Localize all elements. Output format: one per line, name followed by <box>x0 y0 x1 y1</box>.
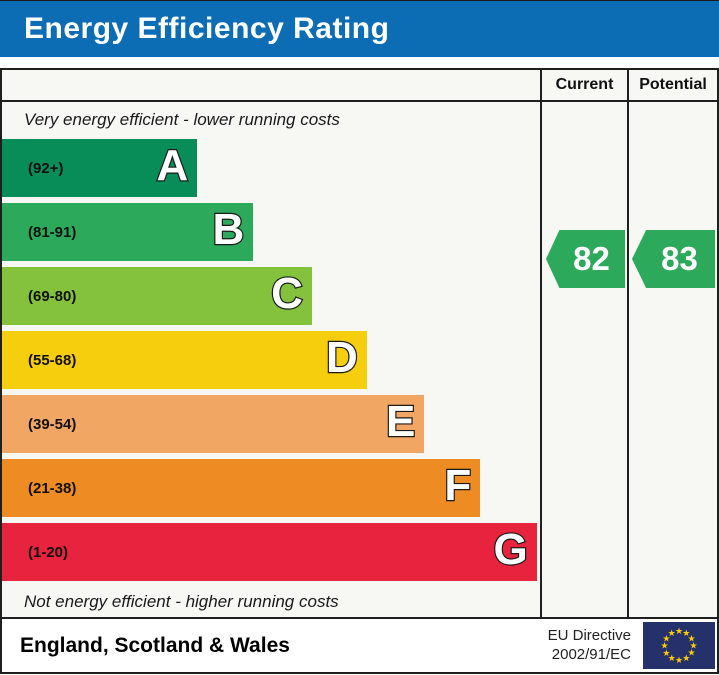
svg-text:★: ★ <box>689 641 697 651</box>
band-range-label: (21-38) <box>28 479 77 497</box>
band-letter: B <box>211 205 245 255</box>
band-letter: F <box>443 461 472 511</box>
band-row: (21-38) F <box>2 459 540 517</box>
rating-chart: Current Potential Very energy efficient … <box>0 68 719 617</box>
potential-rating-arrow: 83 <box>632 230 715 288</box>
eu-directive-line1: EU Directive <box>547 626 631 644</box>
region-label: England, Scotland & Wales <box>20 633 290 657</box>
band-row: (81-91) B <box>2 203 540 261</box>
column-header-current: Current <box>540 70 627 102</box>
chart-header: Current Potential <box>2 70 717 102</box>
top-note: Very energy efficient - lower running co… <box>24 110 340 129</box>
svg-text:★: ★ <box>668 628 676 638</box>
page-title: Energy Efficiency Rating <box>24 12 390 45</box>
svg-text:★: ★ <box>668 653 676 663</box>
potential-rating-value: 83 <box>661 240 698 277</box>
band-bar: (1-20) G <box>2 523 537 581</box>
chart-footer: England, Scotland & Wales EU Directive 2… <box>0 617 719 674</box>
band-bar: (69-80) C <box>2 267 312 325</box>
bands-column: Very energy efficient - lower running co… <box>2 102 540 617</box>
svg-text:★: ★ <box>682 628 690 638</box>
band-row: (39-54) E <box>2 395 540 453</box>
band-range-label: (1-20) <box>28 543 69 561</box>
header-main-cell <box>2 70 540 102</box>
band-letter: G <box>492 525 529 575</box>
eu-flag-icon: ★ ★★★★★★★★★★★ <box>643 622 715 669</box>
band-row: (55-68) D <box>2 331 540 389</box>
current-rating-arrow: 82 <box>546 230 625 288</box>
band-letter: D <box>325 333 359 383</box>
band-bar: (21-38) F <box>2 459 481 517</box>
svg-text:★: ★ <box>675 626 683 636</box>
title-bar: Energy Efficiency Rating <box>0 0 719 57</box>
band-range-label: (69-80) <box>28 287 77 305</box>
chart-body: Very energy efficient - lower running co… <box>2 102 717 617</box>
svg-text:★: ★ <box>682 653 690 663</box>
bottom-note: Not energy efficient - higher running co… <box>24 592 339 611</box>
band-letter: A <box>155 141 189 191</box>
svg-text:★: ★ <box>662 633 670 643</box>
band-range-label: (81-91) <box>28 223 77 241</box>
band-letter: C <box>270 269 304 319</box>
eu-directive-line2: 2002/91/EC <box>551 645 631 663</box>
current-rating-value: 82 <box>573 240 610 277</box>
svg-text:★: ★ <box>688 648 696 658</box>
column-header-potential: Potential <box>627 70 717 102</box>
svg-text:★: ★ <box>662 648 670 658</box>
band-range-label: (55-68) <box>28 351 77 369</box>
band-row: (92+) A <box>2 139 540 197</box>
band-bar: (39-54) E <box>2 395 425 453</box>
svg-text:★: ★ <box>688 633 696 643</box>
bands: (92+) A (81-91) B (69-80) C (55-68) D (3… <box>2 139 540 581</box>
band-bar: (55-68) D <box>2 331 367 389</box>
svg-text:★: ★ <box>660 641 668 651</box>
band-row: (69-80) C <box>2 267 540 325</box>
band-range-label: (39-54) <box>28 415 77 433</box>
current-column: 82 <box>540 102 627 617</box>
band-row: (1-20) G <box>2 523 540 581</box>
band-bar: (81-91) B <box>2 203 254 261</box>
potential-column: 83 <box>627 102 717 617</box>
band-letter: E <box>385 397 417 447</box>
band-bar: (92+) A <box>2 139 198 197</box>
band-range-label: (92+) <box>28 159 64 177</box>
eu-directive-label: EU Directive 2002/91/EC <box>548 627 631 665</box>
svg-text:★: ★ <box>675 655 683 665</box>
